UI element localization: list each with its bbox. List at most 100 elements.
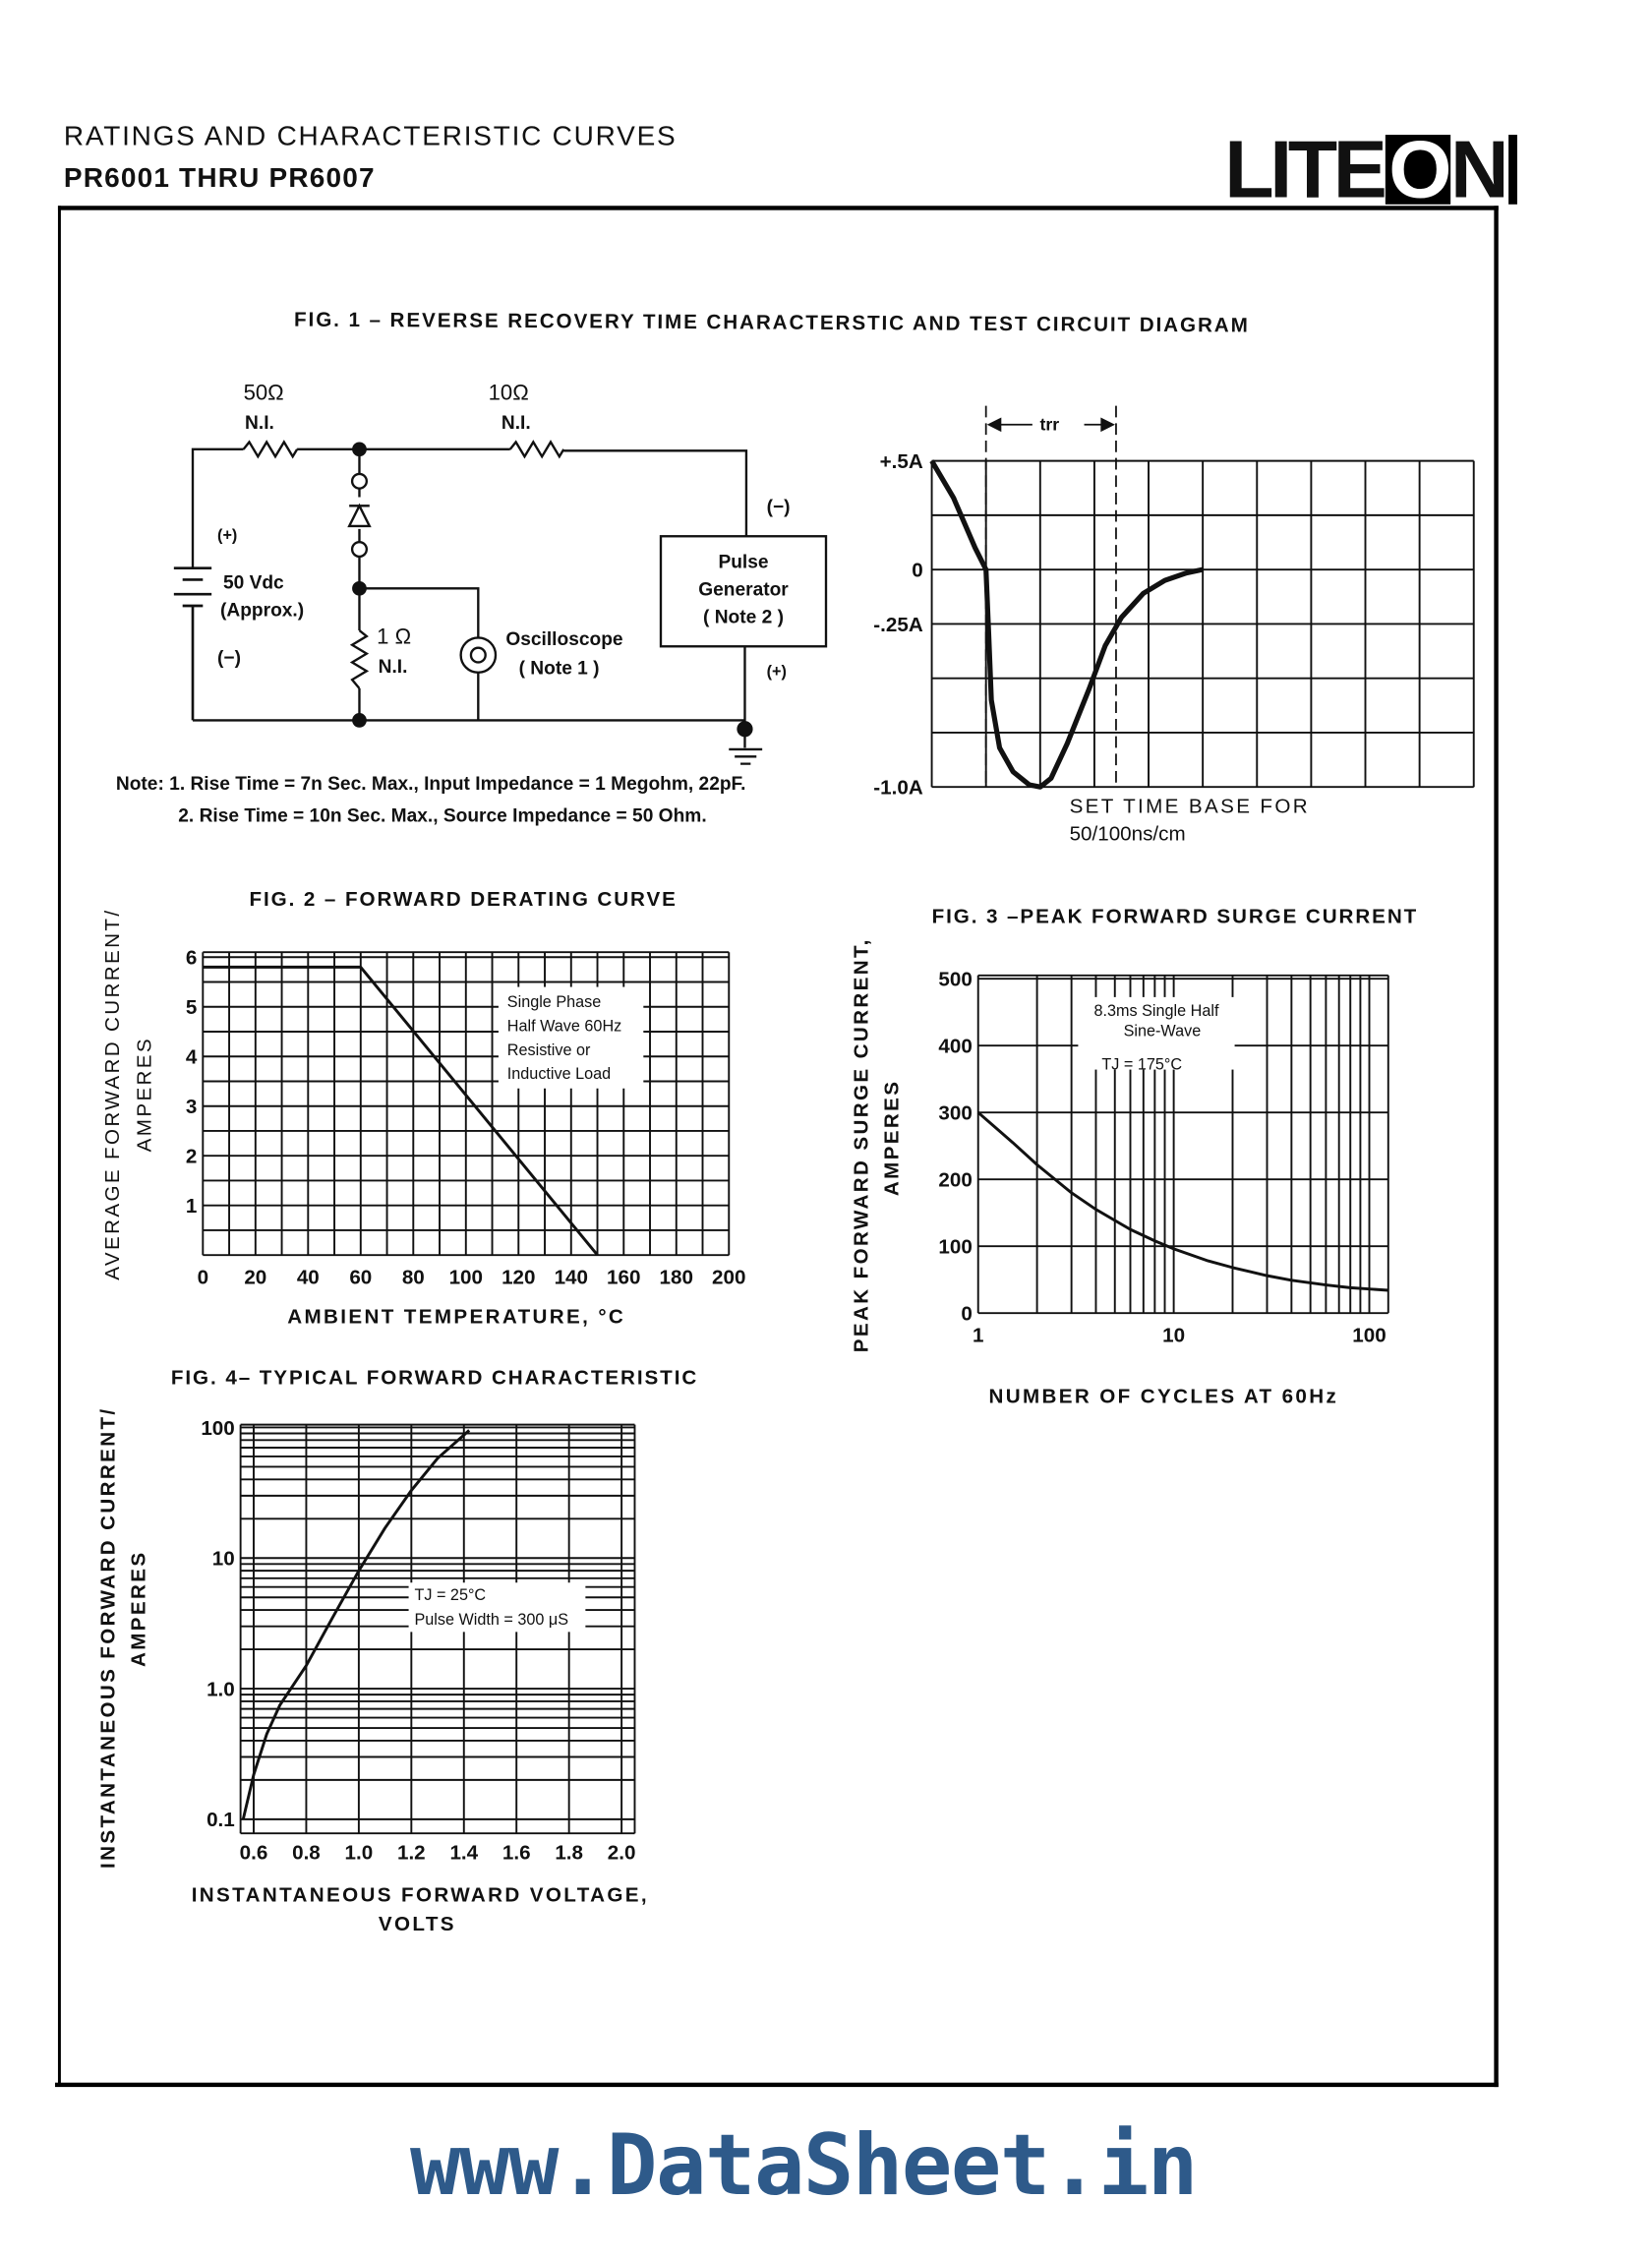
- x-axis-label: INSTANTANEOUS FORWARD VOLTAGE,: [192, 1883, 649, 1906]
- legend-text: Single Phase: [507, 993, 602, 1011]
- y-tick-label: 400: [938, 1036, 972, 1058]
- node: [352, 713, 367, 728]
- y-tick-label: 200: [938, 1169, 972, 1192]
- diode-terminal-bottom: [350, 540, 369, 559]
- x-tick-label: 100: [1352, 1325, 1386, 1347]
- x-tick-label: 80: [402, 1267, 425, 1289]
- y-tick-label: 500: [938, 969, 972, 991]
- page-title: RATINGS AND CHARACTERISTIC CURVES: [63, 121, 678, 152]
- liteon-logo: LITE ON: [1224, 128, 1518, 209]
- resistor-1-ohm: [349, 629, 370, 689]
- battery-approx: (Approx.): [219, 598, 305, 621]
- y-axis-label: AMPERES: [881, 1080, 904, 1197]
- fig3-title: FIG. 3 –PEAK FORWARD SURGE CURRENT: [931, 904, 1419, 928]
- legend-text: TJ = 25°C: [414, 1586, 486, 1604]
- legend-text: Sine-Wave: [1124, 1023, 1202, 1040]
- wire-top-left: [191, 447, 244, 568]
- legend-text: TJ = 175°C: [1101, 1056, 1182, 1074]
- r2-note: N.I.: [501, 411, 531, 434]
- r3-value: 1 Ω: [377, 624, 412, 650]
- diode-icon: [347, 503, 372, 528]
- x-axis-label: AMBIENT TEMPERATURE, °C: [287, 1305, 625, 1328]
- generator-minus: (−): [766, 495, 791, 518]
- y-tick-label: 4: [186, 1046, 198, 1069]
- legend-text: 8.3ms Single Half: [1094, 1002, 1219, 1020]
- frame-bottom: [54, 2082, 1499, 2088]
- y-tick-label: 6: [186, 947, 197, 970]
- data-curve: [976, 1111, 1388, 1292]
- x-axis-label: VOLTS: [379, 1913, 456, 1935]
- wire-top-right: [563, 449, 748, 537]
- x-tick-label: 180: [660, 1267, 693, 1289]
- scope-timebase-value: 50/100ns/cm: [1070, 823, 1186, 846]
- y-tick-label: 0.1: [206, 1809, 235, 1831]
- legend-text: Inductive Load: [507, 1065, 611, 1083]
- y-tick-label: 3: [186, 1096, 197, 1118]
- oscilloscope-icon-inner: [469, 646, 487, 664]
- generator-line1: Pulse: [718, 550, 769, 573]
- y-tick-label: 300: [938, 1102, 972, 1125]
- trr-arrow-heads: [986, 417, 1115, 433]
- r2-value: 10Ω: [488, 381, 529, 406]
- x-tick-label: 1.2: [397, 1842, 426, 1865]
- oscilloscope-note: ( Note 1 ): [518, 656, 600, 679]
- y-tick-label: 0: [961, 1303, 972, 1326]
- y-axis-label: INSTANTANEOUS FORWARD CURRENT/: [96, 1407, 119, 1869]
- node: [737, 721, 753, 738]
- legend-text: Half Wave 60Hz: [507, 1018, 621, 1036]
- legend-box: [1078, 996, 1235, 1070]
- x-tick-label: 0: [198, 1267, 208, 1289]
- logo-o: O: [1386, 128, 1451, 209]
- data-curve: [203, 965, 599, 1257]
- x-tick-label: 100: [449, 1267, 483, 1289]
- y-axis-label: PEAK FORWARD SURGE CURRENT,: [851, 937, 873, 1352]
- chart-4: 0.1 1.0 10 100 0.6 0.8 1.0 1.2 1.4 1.6 1.8 2.0 TJ = …: [96, 1407, 649, 1935]
- y-tick-label: +.5A: [880, 450, 923, 473]
- watermark: www.DataSheet.in: [410, 2115, 1198, 2215]
- y-axis-label: AMPERES: [127, 1551, 149, 1668]
- x-tick-label: 1.0: [345, 1842, 374, 1865]
- y-tick-label: 2: [186, 1146, 197, 1168]
- x-tick-label: 40: [297, 1267, 320, 1289]
- battery-icon: [173, 566, 212, 721]
- resistor-10-ohm: [508, 440, 565, 459]
- pulse-generator-box: [659, 535, 828, 648]
- note-line1: Note: 1. Rise Time = 7n Sec. Max., Input…: [115, 772, 746, 795]
- frame-left: [57, 206, 61, 2086]
- y-axis-label: AMPERES: [133, 1037, 155, 1152]
- y-tick-label: 0: [912, 560, 922, 582]
- frame-right: [1494, 206, 1499, 2088]
- diode-terminal-top: [350, 472, 369, 490]
- y-tick-label: 1: [186, 1195, 197, 1218]
- frame-top: [57, 206, 1499, 210]
- r1-value: 50Ω: [243, 381, 284, 406]
- wire-oscilloscope: [359, 587, 480, 721]
- node: [352, 580, 367, 596]
- battery-plus: (+): [217, 527, 238, 546]
- x-axis-label: NUMBER OF CYCLES AT 60Hz: [989, 1386, 1339, 1408]
- y-axis-label: AVERAGE FORWARD CURRENT/: [101, 909, 124, 1280]
- x-tick-label: 0.8: [292, 1842, 321, 1865]
- logo-lite: LITE: [1224, 123, 1387, 215]
- x-tick-label: 60: [349, 1267, 372, 1289]
- resistor-50-ohm: [242, 440, 299, 459]
- generator-plus: (+): [766, 663, 787, 682]
- generator-line2: Generator: [698, 577, 789, 601]
- r3-note: N.I.: [378, 655, 408, 678]
- legend-text: Resistive or: [507, 1041, 591, 1059]
- trr-markers: [984, 405, 1117, 788]
- oscilloscope-label: Oscilloscope: [505, 627, 623, 650]
- legend-box: [408, 1582, 586, 1633]
- data-curve: [241, 1429, 471, 1820]
- battery-value: 50 Vdc: [222, 570, 284, 593]
- fig2-title: FIG. 2 – FORWARD DERATING CURVE: [249, 886, 678, 911]
- x-tick-label: 160: [607, 1267, 640, 1289]
- y-tick-label: -1.0A: [873, 777, 923, 800]
- y-tick-label: -.25A: [873, 614, 923, 636]
- grid: [202, 951, 731, 1257]
- x-tick-label: 2.0: [608, 1842, 636, 1865]
- charts: +.5A 0 -.25A -1.0A trr SET TIME BASE FOR 50/10…: [96, 405, 1475, 1935]
